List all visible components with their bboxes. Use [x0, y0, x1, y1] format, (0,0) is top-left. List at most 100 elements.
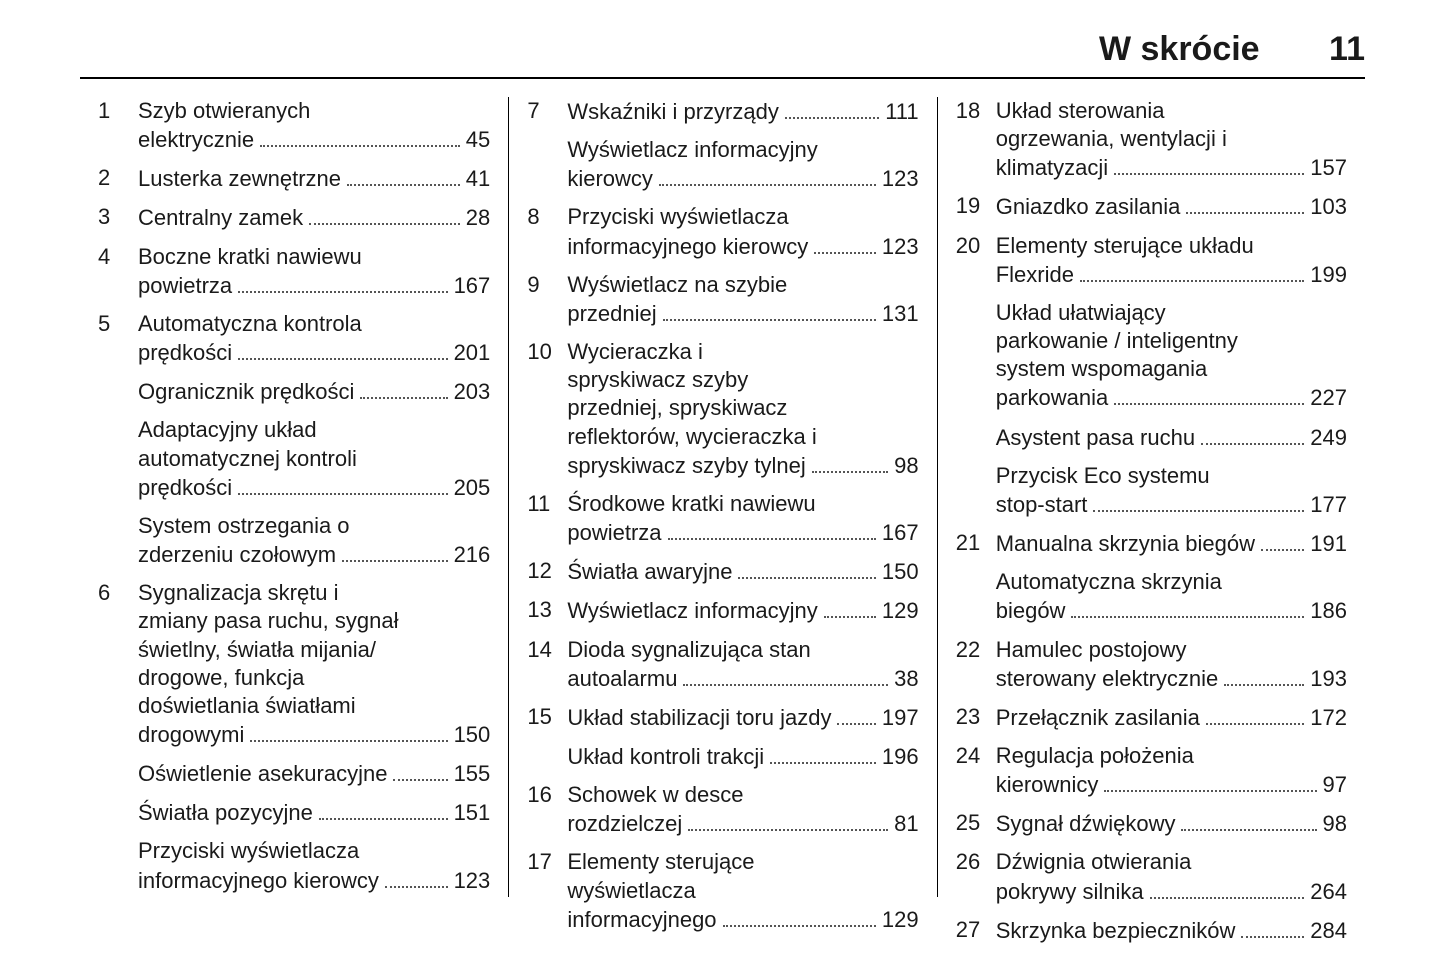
toc-leader-dots	[347, 164, 460, 186]
toc-entry-number: 2	[98, 164, 138, 192]
toc-entry-lasttext: informacyjnego	[567, 906, 716, 934]
toc-entry-page: 172	[1310, 704, 1347, 732]
toc-entry-number: 11	[527, 490, 567, 518]
toc-entry-lasttext: stop-start	[996, 491, 1088, 519]
toc-leader-dots	[1186, 192, 1304, 214]
toc-entry-lastline: kierowcy123	[567, 164, 918, 193]
toc-entry-lasttext: Układ stabilizacji toru jazdy	[567, 704, 831, 732]
toc-entry-number: 3	[98, 203, 138, 231]
toc-entry-lasttext: Wyświetlacz informacyjny	[567, 597, 817, 625]
toc-entry: 10Wycieraczka ispryskiwacz szybyprzednie…	[527, 338, 918, 480]
toc-entry-text: Przyciski wyświetlacza	[138, 837, 490, 865]
toc-entry: 3Centralny zamek28	[98, 203, 490, 232]
toc-entry-lasttext: powietrza	[567, 519, 661, 547]
page-number: 11	[1329, 30, 1365, 69]
toc-entry-page: 111	[885, 98, 918, 126]
toc-entry-lastline: rozdzielczej81	[567, 809, 918, 838]
toc-entry: 1Szyb otwieranychelektrycznie45	[98, 97, 490, 154]
toc-entry-page: 264	[1310, 878, 1347, 906]
toc-leader-dots	[814, 232, 876, 254]
toc-entry-body: Światła pozycyjne151	[138, 798, 490, 827]
toc-entry-lasttext: Światła pozycyjne	[138, 799, 313, 827]
toc-entry: 13Wyświetlacz informacyjny129	[527, 596, 918, 625]
toc-entry: 20Elementy sterujące układuFlexride199	[956, 232, 1347, 289]
toc-entry-page: 167	[454, 272, 491, 300]
toc-entry: 11Środkowe kratki nawiewupowietrza 167	[527, 490, 918, 547]
toc-entry-number: 26	[956, 848, 996, 876]
toc-entry-body: Asystent pasa ruchu 249	[996, 423, 1347, 452]
toc-entry-page: 197	[882, 704, 919, 732]
toc-entry-lasttext: parkowania	[996, 384, 1109, 412]
toc-entry: 27Skrzynka bezpieczników284	[956, 916, 1347, 945]
toc-entry-number: 21	[956, 529, 996, 557]
toc-entry-page: 129	[882, 906, 919, 934]
page-header: W skrócie 11	[80, 30, 1365, 79]
toc-leader-dots	[1114, 383, 1304, 405]
toc-entry-lasttext: klimatyzacji	[996, 154, 1108, 182]
toc-entry-lasttext: spryskiwacz szyby tylnej	[567, 452, 805, 480]
toc-leader-dots	[668, 518, 876, 540]
toc-entry-body: Środkowe kratki nawiewupowietrza 167	[567, 490, 918, 547]
toc-entry-text: Środkowe kratki nawiewu	[567, 490, 918, 518]
toc-entry-lastline: kierownicy97	[996, 770, 1347, 799]
toc-entry: 24Regulacja położeniakierownicy97	[956, 742, 1347, 799]
toc-entry-lastline: Ogranicznik prędkości203	[138, 377, 490, 406]
toc-entry-lasttext: przedniej	[567, 300, 656, 328]
toc-entry-page: 167	[882, 519, 919, 547]
toc-entry-page: 81	[894, 810, 918, 838]
toc-entry-text: Dioda sygnalizująca stan	[567, 636, 918, 664]
toc-entry-body: Automatyczna skrzyniabiegów186	[996, 568, 1347, 625]
toc-entry-lastline: Światła pozycyjne151	[138, 798, 490, 827]
toc-entry-text: Elementy sterujące układu	[996, 232, 1347, 260]
toc-entry-page: 45	[466, 126, 490, 154]
toc-entry-body: Dźwignia otwieraniapokrywy silnika264	[996, 848, 1347, 905]
toc-leader-dots	[319, 798, 448, 820]
toc-entry: 23Przełącznik zasilania172	[956, 703, 1347, 732]
toc-entry-lastline: stop-start177	[996, 490, 1347, 519]
toc-entry-lasttext: prędkości	[138, 339, 232, 367]
toc-entry-lastline: sterowany elektrycznie193	[996, 664, 1347, 693]
toc-entry-lasttext: drogowymi	[138, 721, 244, 749]
toc-entry-number: 5	[98, 310, 138, 338]
toc-entry-lasttext: Wskaźniki i przyrządy	[567, 98, 778, 126]
toc-leader-dots	[1206, 703, 1304, 725]
toc-entry-number: 19	[956, 192, 996, 220]
toc-entry-lasttext: pokrywy silnika	[996, 878, 1144, 906]
toc-leader-dots	[1241, 916, 1304, 938]
toc-leader-dots	[260, 125, 460, 147]
toc-entry-body: Dioda sygnalizująca stanautoalarmu38	[567, 636, 918, 693]
toc-column-3: 18Układ sterowaniaogrzewania, wentylacji…	[937, 97, 1365, 897]
toc-entry-number: 22	[956, 636, 996, 664]
toc-entry-lastline: zderzeniu czołowym216	[138, 540, 490, 569]
toc-entry-lastline: Przełącznik zasilania172	[996, 703, 1347, 732]
toc-entry-lastline: Lusterka zewnętrzne41	[138, 164, 490, 193]
toc-entry-body: Boczne kratki nawiewupowietrza167	[138, 243, 490, 300]
toc-entry-lastline: Wyświetlacz informacyjny129	[567, 596, 918, 625]
toc-entry-body: Sygnalizacja skrętu izmiany pasa ruchu, …	[138, 579, 490, 749]
toc-entry-body: Oświetlenie asekuracyjne155	[138, 759, 490, 788]
toc-entry-lasttext: zderzeniu czołowym	[138, 541, 336, 569]
toc-entry-page: 191	[1310, 530, 1347, 558]
toc-entry-body: System ostrzegania ozderzeniu czołowym21…	[138, 512, 490, 569]
toc-entry-lastline: Skrzynka bezpieczników284	[996, 916, 1347, 945]
toc-entry-page: 249	[1310, 424, 1347, 452]
toc-entry-lastline: informacyjnego 129	[567, 905, 918, 934]
toc-entry-lastline: prędkości201	[138, 338, 490, 367]
toc-entry-number: 15	[527, 703, 567, 731]
toc-entry-number: 7	[527, 97, 567, 125]
toc-column-2: 7Wskaźniki i przyrządy 111 Wyświetlacz inf…	[508, 97, 936, 897]
toc-leader-dots	[238, 271, 447, 293]
toc-entry-number: 14	[527, 636, 567, 664]
toc-entry-lasttext: Światła awaryjne	[567, 558, 732, 586]
toc-entry-body: Lusterka zewnętrzne41	[138, 164, 490, 193]
toc-entry-text: Sygnalizacja skrętu izmiany pasa ruchu, …	[138, 579, 490, 720]
toc-entry-page: 155	[454, 760, 491, 788]
toc-entry-lastline: Centralny zamek28	[138, 203, 490, 232]
toc-leader-dots	[738, 557, 875, 579]
toc-entry-lasttext: Ogranicznik prędkości	[138, 378, 354, 406]
toc-entry-number: 10	[527, 338, 567, 366]
toc-entry-body: Skrzynka bezpieczników284	[996, 916, 1347, 945]
toc-entry: 2Lusterka zewnętrzne41	[98, 164, 490, 193]
toc-entry-lasttext: Asystent pasa ruchu	[996, 424, 1195, 452]
toc-entry-lastline: Manualna skrzynia biegów191	[996, 529, 1347, 558]
